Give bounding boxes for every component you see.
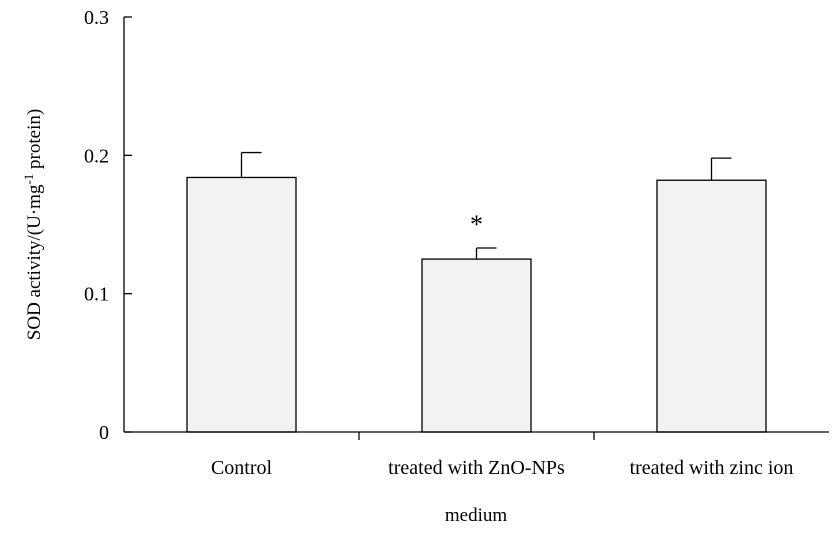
- category-label: Control: [211, 457, 273, 479]
- y-axis-title-superscript: -1: [21, 174, 36, 185]
- bar: [421, 258, 532, 433]
- x-axis-title: medium: [445, 505, 507, 526]
- bar: [186, 176, 297, 433]
- y-ticks-layer: 0 0.1 0.2 0.3: [84, 7, 132, 444]
- y-tick-label: 0.1: [84, 284, 109, 306]
- y-tick-label: 0: [99, 422, 109, 444]
- category-label: treated with zinc ion: [630, 457, 794, 479]
- axes-layer: [123, 17, 829, 433]
- y-axis-title: SOD activity/(U·mg-1 protein): [21, 109, 46, 340]
- annotations-layer: *: [470, 210, 483, 239]
- significance-marker: *: [470, 210, 483, 239]
- x-ticks-layer: Control treated with ZnO-NPs treated with …: [211, 432, 793, 479]
- y-tick-label: 0.2: [84, 145, 109, 167]
- y-tick-label: 0.3: [84, 7, 109, 29]
- y-axis-title-suffix: protein): [24, 109, 45, 174]
- bar: [656, 179, 767, 433]
- error-bars-layer: [240, 151, 732, 260]
- category-label: treated with ZnO-NPs: [388, 457, 565, 479]
- y-axis-title-prefix: SOD activity/(U·mg: [24, 184, 45, 340]
